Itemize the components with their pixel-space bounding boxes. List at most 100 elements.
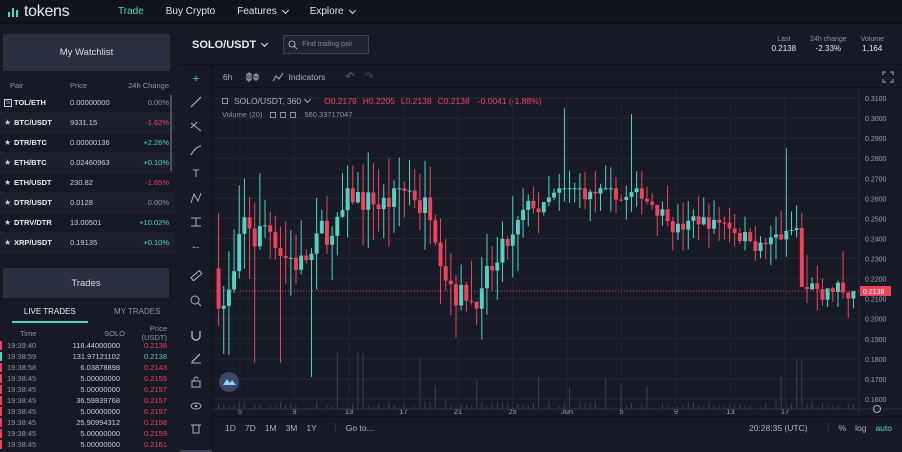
trade-price: 0.2157 [144,396,167,405]
candle-body [608,188,613,190]
pair-name: ETH/USDT [14,178,52,187]
volume-bar [532,402,534,409]
candle-body [505,239,510,246]
volume-bar [801,360,803,409]
watchlist-row[interactable]: ★ BTC/USDT 9331.15 -1.62% [0,113,175,133]
volume-bar [636,407,638,409]
volume-bar [501,401,503,409]
eye-icon[interactable] [270,111,277,118]
candle-type-icon[interactable] [246,71,260,83]
star-icon[interactable]: ★ [4,158,12,167]
watchlist-header[interactable]: My Watchlist [3,34,170,71]
brush-icon[interactable] [189,143,203,157]
watchlist-row[interactable]: ★ DTRV/DTR 13.00501 +10.02% [0,213,175,233]
interval-selector[interactable]: 6h [223,71,233,82]
volume-bar [796,359,798,409]
ruler-icon[interactable] [189,269,203,283]
star-icon[interactable]: ★ [4,178,12,187]
close-icon[interactable] [290,111,297,118]
measure-icon[interactable] [189,215,203,229]
token-icon[interactable]: S [4,98,12,107]
range-7d[interactable]: 7D [244,422,256,433]
magnet-icon[interactable] [189,328,203,342]
chevron-down-icon [261,39,269,47]
price-chart[interactable]: 0.3100 0.3000 0.2900 0.2800 0.2700 0.2600 0.25… [213,89,902,437]
watchlist-row[interactable]: ★ ETH/USDT 230.82 -1.65% [0,173,175,193]
watchlist-scrollbar[interactable] [170,95,172,171]
fib-icon[interactable] [189,119,203,133]
settings-icon[interactable] [280,111,287,118]
watchlist-row[interactable]: S TOL/ETH 0.00000000 0.00% [0,93,175,113]
candle-body [376,204,381,210]
collapse-tools-button[interactable] [180,450,212,452]
watchlist-row[interactable]: ★ XRP/USDT 0.19135 +0.10% [0,233,175,253]
candle-body [531,200,536,209]
y-tick-label: 0.1600 [865,397,887,404]
search-input[interactable]: Find trading pair [283,35,370,54]
candle-body [226,289,231,306]
lock-icon[interactable] [189,375,203,389]
watchlist-row[interactable]: ★ DTR/BTC 0.00000136 +2.26% [0,133,175,153]
volume-bar [398,407,400,409]
stat-change-value: -2.33% [815,44,842,53]
col-price[interactable]: Price [70,80,88,90]
trade-row: 19:38:45 5.00000000 0.2157 [0,406,175,417]
fullscreen-icon[interactable] [882,71,894,83]
percent-toggle[interactable]: % [827,422,846,433]
crosshair-icon[interactable]: + [192,73,200,85]
candle-body [232,271,237,290]
logo[interactable]: tokens [8,3,108,21]
pencil-lock-icon[interactable] [189,351,203,365]
redo-icon[interactable]: ↷ [364,71,374,83]
trade-amount: 6.03878898 [80,363,120,372]
indicators-button[interactable]: Indicators [272,72,325,82]
nav-item-explore[interactable]: Explore [310,6,356,17]
arrow-left-icon[interactable]: ← [190,240,202,252]
range-3m[interactable]: 3M [285,422,298,433]
star-icon[interactable]: ★ [4,198,12,207]
candle-body [660,209,665,216]
trade-time: 19:38:45 [7,418,37,427]
volume-bar [723,406,725,409]
star-icon[interactable]: ★ [4,218,12,227]
volume-bar [594,401,596,409]
volume-bar [403,404,405,409]
range-1d[interactable]: 1D [225,422,236,433]
candle-body [557,188,562,193]
y-tick-label: 0.3100 [865,96,887,103]
watchlist-row[interactable]: ★ ETH/BTC 0.02460963 +0.10% [0,153,175,173]
tab-live-trades[interactable]: LIVE TRADES [12,301,88,323]
nav-item-features[interactable]: Features [237,6,289,17]
trendline-icon[interactable] [189,95,203,109]
tab-my-trades[interactable]: MY TRADES [114,307,161,316]
pair-selector[interactable]: SOLO/USDT [192,39,269,51]
candle-body [381,197,386,210]
trash-icon[interactable] [189,421,203,435]
range-1m[interactable]: 1M [264,422,277,433]
undo-icon[interactable]: ↶ [345,71,355,83]
candle-body [614,188,618,200]
col-24h-change[interactable]: 24h Change [128,80,169,90]
col-pair[interactable]: Pair [10,80,24,90]
log-toggle[interactable]: log [855,422,867,433]
star-icon[interactable]: ★ [4,238,12,247]
star-icon[interactable]: ★ [4,138,12,147]
auto-toggle[interactable]: auto [875,422,892,433]
nav-item-trade[interactable]: Trade [118,6,144,17]
watchlist-row[interactable]: ★ DTR/USDT 0.0128 0.00% [0,193,175,213]
text-icon[interactable]: T [192,168,200,180]
eye-icon[interactable] [189,399,203,413]
pair-change: +0.10% [143,158,169,167]
collapse-legend-icon[interactable] [222,98,228,104]
candlestick-chart[interactable]: 0.3100 0.3000 0.2900 0.2800 0.2700 0.2600 0.25… [213,89,902,416]
zoom-in-icon[interactable] [189,294,203,308]
range-1y[interactable]: 1Y [306,422,317,433]
nav-item-buy-crypto[interactable]: Buy Crypto [166,6,215,17]
volume-bar [837,405,839,409]
volume-bar [470,406,472,409]
candle-body [541,202,546,213]
star-icon[interactable]: ★ [4,118,12,127]
goto-button[interactable]: Go to... [334,422,374,433]
chevron-down-icon[interactable] [304,95,312,104]
pattern-icon[interactable] [189,191,203,205]
